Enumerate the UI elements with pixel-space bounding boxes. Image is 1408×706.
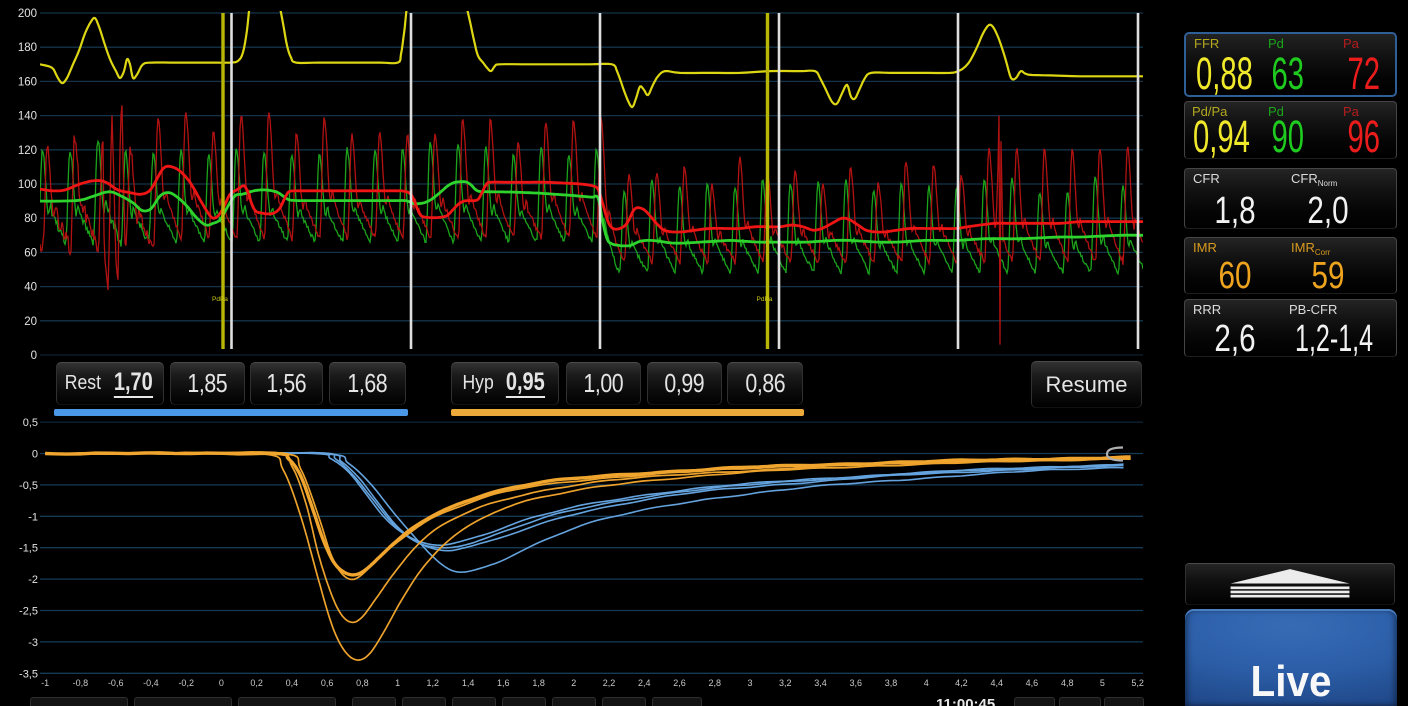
svg-text:-1: -1 [41,678,49,688]
svg-text:1,8: 1,8 [532,678,545,688]
svg-text:0,8: 0,8 [356,678,369,688]
svg-text:0,6: 0,6 [321,678,334,688]
svg-text:60: 60 [24,247,37,259]
svg-text:-0,5: -0,5 [19,480,38,492]
svg-text:80: 80 [24,213,37,225]
svg-text:2,8: 2,8 [709,678,722,688]
svg-text:4,8: 4,8 [1061,678,1074,688]
svg-text:160: 160 [18,76,37,88]
svg-text:-0,2: -0,2 [178,678,194,688]
svg-text:1: 1 [395,678,400,688]
svg-text:100: 100 [18,179,37,191]
svg-text:4,2: 4,2 [955,678,968,688]
svg-text:140: 140 [18,111,37,123]
svg-text:2,4: 2,4 [638,678,651,688]
svg-text:2,6: 2,6 [673,678,686,688]
svg-text:1,6: 1,6 [497,678,510,688]
svg-text:-0,8: -0,8 [73,678,89,688]
svg-text:2,2: 2,2 [603,678,616,688]
svg-text:3,4: 3,4 [814,678,827,688]
svg-text:3: 3 [747,678,752,688]
svg-text:40: 40 [24,282,37,294]
svg-text:PdPa: PdPa [757,296,773,303]
svg-text:0,4: 0,4 [286,678,299,688]
svg-text:-1: -1 [28,511,38,523]
svg-text:4,4: 4,4 [990,678,1003,688]
svg-text:0: 0 [32,449,38,461]
svg-text:200: 200 [18,8,37,20]
svg-text:-3,5: -3,5 [19,668,38,680]
svg-text:PdPa: PdPa [212,296,228,303]
svg-text:0,2: 0,2 [250,678,263,688]
svg-text:1,4: 1,4 [462,678,475,688]
svg-text:-2: -2 [28,574,38,586]
svg-text:2: 2 [571,678,576,688]
svg-text:180: 180 [18,42,37,54]
svg-text:0: 0 [31,350,37,362]
svg-text:0,5: 0,5 [23,417,38,429]
svg-text:3,8: 3,8 [885,678,898,688]
svg-text:5: 5 [1100,678,1105,688]
svg-text:3,2: 3,2 [779,678,792,688]
svg-text:-2,5: -2,5 [19,606,38,618]
svg-text:4: 4 [924,678,929,688]
svg-text:5,2: 5,2 [1131,678,1144,688]
svg-text:-3: -3 [28,637,38,649]
svg-text:3,6: 3,6 [849,678,862,688]
svg-text:120: 120 [18,145,37,157]
svg-text:1,2: 1,2 [427,678,440,688]
svg-text:4,6: 4,6 [1026,678,1039,688]
svg-text:-0,4: -0,4 [143,678,159,688]
svg-text:20: 20 [24,316,37,328]
svg-text:0: 0 [219,678,224,688]
svg-text:-0,6: -0,6 [108,678,124,688]
svg-text:-1,5: -1,5 [19,543,38,555]
